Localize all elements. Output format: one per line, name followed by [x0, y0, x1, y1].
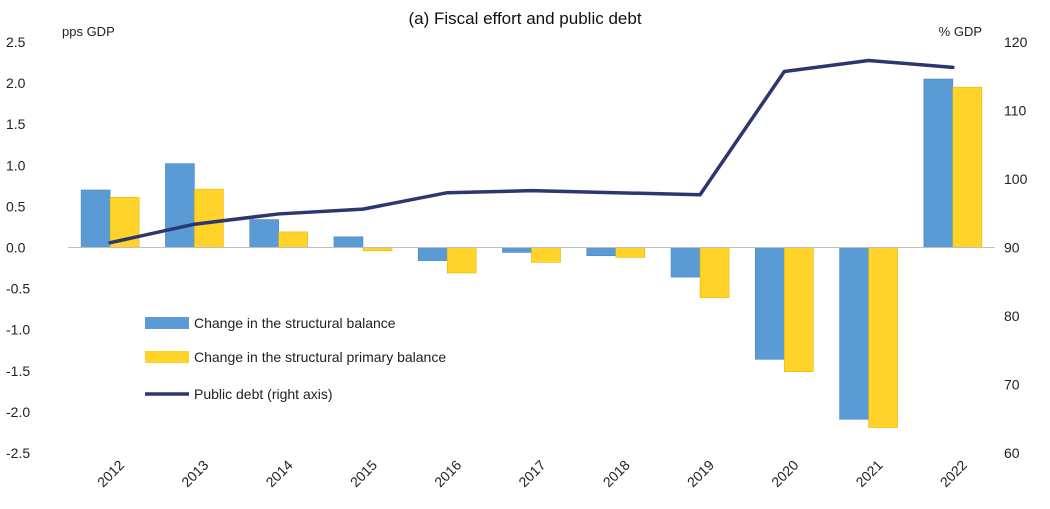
bar-structural-primary-balance-2019	[699, 247, 730, 298]
bar-structural-balance-2020	[755, 247, 785, 360]
left-tick-label: -1.5	[6, 363, 30, 379]
bar-structural-balance-2012	[80, 189, 111, 248]
x-tick-label-2018: 2018	[600, 457, 633, 490]
bar-structural-primary-balance-2022	[952, 86, 983, 248]
bar-structural-primary-balance-2021	[868, 247, 898, 428]
left-tick-label: -0.5	[6, 281, 30, 297]
left-tick-label: 0.5	[6, 198, 26, 214]
public-debt-line	[108, 58, 955, 245]
bar-structural-primary-balance-2017	[531, 247, 561, 263]
x-tick-label-2017: 2017	[515, 457, 548, 490]
right-tick-label: 100	[1004, 171, 1028, 187]
left-tick-label: -2.5	[6, 445, 30, 461]
x-axis: 2012 2013 2014 2015 2016 2017 2018 2019 2020 2021…	[94, 457, 970, 490]
debt-point-2022	[951, 65, 955, 69]
bar-structural-balance-2018	[586, 247, 617, 257]
bar-structural-primary-balance-2014	[278, 231, 308, 248]
legend-label-public-debt: Public debt (right axis)	[194, 386, 333, 402]
legend-swatch-structural-balance	[145, 317, 189, 329]
debt-point-2015	[361, 207, 365, 211]
bar-structural-balance-2013	[165, 163, 195, 248]
left-axis: -2.5 -2.0 -1.5 -1.0 -0.5 0.0 0.5 1.0 1.5 2.0 2.5	[6, 34, 30, 461]
debt-point-2019	[698, 193, 702, 197]
left-tick-label: -1.0	[6, 322, 30, 338]
bar-structural-balance-2014	[249, 219, 279, 248]
legend: Change in the structural balance Change …	[145, 315, 446, 402]
debt-point-2018	[614, 191, 618, 195]
legend-label-structural-primary-balance: Change in the structural primary balance	[194, 349, 446, 365]
debt-point-2017	[530, 189, 533, 193]
debt-point-2016	[445, 191, 449, 195]
chart-title: (a) Fiscal effort and public debt	[408, 9, 641, 28]
debt-point-2012	[108, 241, 112, 245]
legend-swatch-structural-primary-balance	[145, 351, 189, 363]
debt-point-2020	[782, 69, 786, 73]
left-tick-label: 0.0	[6, 240, 26, 256]
bar-structural-primary-balance-2020	[784, 247, 814, 372]
bar-structural-primary-balance-2016	[446, 247, 477, 274]
bar-structural-balance-2017	[502, 247, 532, 253]
x-tick-label-2020: 2020	[768, 457, 801, 490]
debt-point-2021	[867, 58, 871, 62]
x-tick-label-2016: 2016	[431, 457, 464, 490]
right-tick-label: 120	[1004, 34, 1028, 50]
debt-line-layer	[108, 58, 955, 245]
x-tick-label-2021: 2021	[852, 457, 885, 490]
debt-point-2014	[277, 212, 281, 216]
x-tick-label-2019: 2019	[684, 457, 717, 490]
bar-structural-primary-balance-2013	[194, 188, 224, 248]
left-tick-label: 1.5	[6, 116, 26, 132]
right-axis-unit: % GDP	[939, 24, 982, 39]
bars-layer	[80, 78, 983, 428]
right-axis: 60 70 80 90 100 110 120	[1004, 34, 1028, 461]
bar-structural-balance-2019	[670, 247, 701, 278]
x-tick-label-2015: 2015	[347, 457, 380, 490]
left-tick-label: 2.5	[6, 34, 26, 50]
left-tick-label: -2.0	[6, 404, 30, 420]
bar-structural-balance-2021	[839, 247, 869, 420]
right-tick-label: 70	[1004, 377, 1020, 393]
bar-structural-balance-2016	[417, 247, 448, 261]
legend-label-structural-balance: Change in the structural balance	[194, 315, 396, 331]
x-tick-label-2013: 2013	[178, 457, 211, 490]
bar-structural-primary-balance-2018	[615, 247, 646, 258]
left-tick-label: 1.0	[6, 157, 26, 173]
right-tick-label: 90	[1004, 240, 1020, 256]
right-tick-label: 60	[1004, 445, 1020, 461]
x-tick-label-2014: 2014	[262, 457, 295, 490]
bar-structural-balance-2015	[333, 236, 364, 248]
left-axis-unit: pps GDP	[62, 24, 115, 39]
right-tick-label: 110	[1004, 103, 1027, 119]
debt-point-2013	[192, 222, 196, 226]
x-tick-label-2012: 2012	[94, 457, 127, 490]
x-tick-label-2022: 2022	[937, 457, 970, 490]
left-tick-label: 2.0	[6, 75, 26, 91]
right-tick-label: 80	[1004, 308, 1020, 324]
bar-structural-balance-2022	[923, 78, 954, 248]
